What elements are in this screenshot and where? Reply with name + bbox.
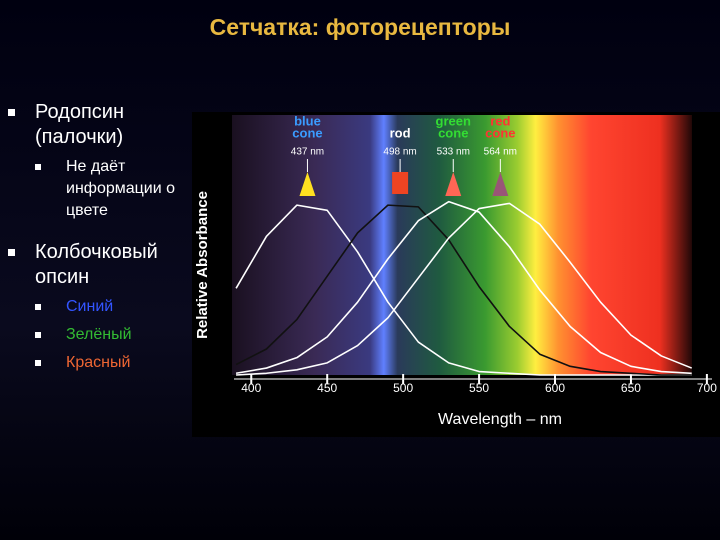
peak-label: 564 nm: [484, 147, 517, 158]
peak-label: 437 nm: [291, 147, 324, 158]
x-tick-label: 650: [621, 381, 641, 395]
receptor-name: red: [490, 113, 510, 128]
x-tick-label: 400: [241, 381, 261, 395]
peak-marker: [492, 172, 509, 196]
x-tick-label: 600: [545, 381, 565, 395]
bullet-list: Родопсин (палочки) Не даёт информации о ц…: [8, 100, 188, 392]
sub-bullet: Красный: [35, 352, 191, 374]
sub-bullet-text: Не даёт информации о цвете: [66, 158, 176, 219]
bullet-marker: [35, 332, 41, 338]
x-tick-label: 550: [469, 381, 489, 395]
absorbance-curve: [235, 200, 692, 375]
receptor-name: cone: [438, 125, 468, 140]
receptor-name: cone: [292, 125, 322, 140]
receptor-name: cone: [485, 125, 515, 140]
absorbance-curve: [235, 204, 692, 376]
bullet-text: Родопсин (палочки): [35, 101, 124, 148]
bullet-text: Колбочковый опсин: [35, 241, 158, 288]
slide-title: Сетчатка: фоторецепторы: [209, 14, 511, 40]
sub-bullet-text: Красный: [66, 354, 131, 371]
sub-bullet: Не даёт информации о цвете: [35, 156, 191, 222]
bullet-marker: [8, 249, 15, 256]
sub-bullet-text: Зелёный: [66, 326, 132, 343]
receptor-name: rod: [390, 125, 411, 140]
sub-bullet: Зелёный: [35, 324, 191, 346]
peak-label: 498 nm: [383, 147, 416, 158]
bullet-marker: [35, 360, 41, 366]
sub-bullet-text: Синий: [66, 298, 114, 315]
peak-marker: [445, 172, 462, 196]
x-tick-label: 500: [393, 381, 413, 395]
absorbance-curve: [236, 202, 692, 376]
bullet: Колбочковый опсин Синий Зелёный Красный: [8, 240, 188, 374]
x-tick-label: 700: [697, 381, 717, 395]
y-axis-label: Relative Absorbance: [194, 191, 211, 339]
x-tick-label: 450: [317, 381, 337, 395]
peak-marker: [299, 172, 316, 196]
peak-marker: [392, 172, 409, 194]
bullet-marker: [35, 164, 41, 170]
absorbance-curve: [235, 204, 692, 376]
bullet-marker: [8, 109, 15, 116]
spectrum: [232, 115, 692, 375]
x-axis-label: Wavelength – nm: [438, 411, 562, 428]
bullet: Родопсин (палочки) Не даёт информации о ц…: [8, 100, 188, 222]
receptor-name: green: [436, 113, 471, 128]
receptor-name: blue: [294, 113, 321, 128]
peak-label: 533 nm: [437, 147, 470, 158]
sub-bullet: Синий: [35, 296, 191, 318]
bullet-marker: [35, 304, 41, 310]
